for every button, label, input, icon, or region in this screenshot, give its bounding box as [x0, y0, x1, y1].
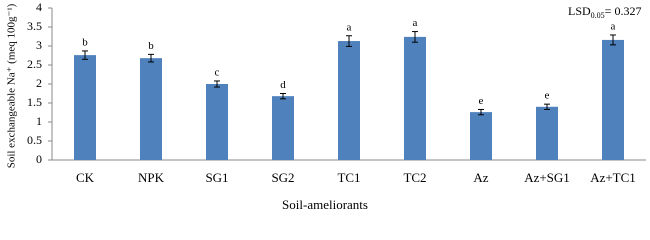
- bar: [338, 41, 360, 161]
- x-axis-title: Soil-ameliorants: [282, 197, 368, 212]
- y-tick-label: 0.5: [27, 133, 42, 147]
- significance-letter: e: [545, 90, 550, 102]
- bar: [272, 96, 294, 160]
- x-tick-label: CK: [76, 170, 95, 185]
- chart: Soil exchangeable Na⁺ (meq 100g⁻¹) Soil-…: [6, 0, 646, 212]
- x-tick-label: TC2: [403, 170, 426, 185]
- x-tick-label: NPK: [138, 170, 165, 185]
- significance-letter: b: [82, 36, 88, 48]
- y-tick-label: 1: [36, 114, 42, 128]
- y-axis-title: Soil exchangeable Na⁺ (meq 100g⁻¹): [6, 3, 18, 168]
- bar: [536, 106, 558, 160]
- x-tick-label: TC1: [337, 170, 360, 185]
- y-tick-label: 1.5: [27, 95, 42, 109]
- annotation-value: = 0.327: [605, 4, 642, 18]
- bar: [74, 55, 96, 161]
- x-tick-label: SG1: [205, 170, 228, 185]
- x-tick-label: Az+TC1: [590, 170, 636, 185]
- x-tick-label: SG2: [271, 170, 294, 185]
- significance-letter: d: [280, 79, 286, 91]
- y-tick-label: 2.5: [27, 57, 42, 71]
- bar: [404, 36, 426, 160]
- x-tick-label: Az: [473, 170, 488, 185]
- y-tick-label: 3: [36, 38, 42, 52]
- y-tick-label: 0: [36, 152, 42, 166]
- bar: [470, 112, 492, 160]
- bar: [140, 58, 162, 160]
- y-tick-label: 2: [36, 76, 42, 90]
- significance-letter: e: [479, 95, 484, 107]
- significance-letter: a: [611, 21, 616, 33]
- x-tick-label: Az+SG1: [524, 170, 570, 185]
- bar: [206, 84, 228, 160]
- y-tick-label: 3.5: [27, 19, 42, 33]
- y-tick-label: 4: [36, 0, 42, 14]
- annotation-subscript: 0.05: [591, 11, 605, 20]
- significance-letter: b: [148, 40, 154, 52]
- bar: [602, 39, 624, 160]
- significance-letter: a: [413, 17, 418, 29]
- annotation-text: LSD: [568, 4, 591, 18]
- significance-letter: a: [347, 21, 352, 33]
- annotation: LSD0.05= 0.327: [568, 4, 641, 20]
- significance-letter: c: [215, 66, 220, 78]
